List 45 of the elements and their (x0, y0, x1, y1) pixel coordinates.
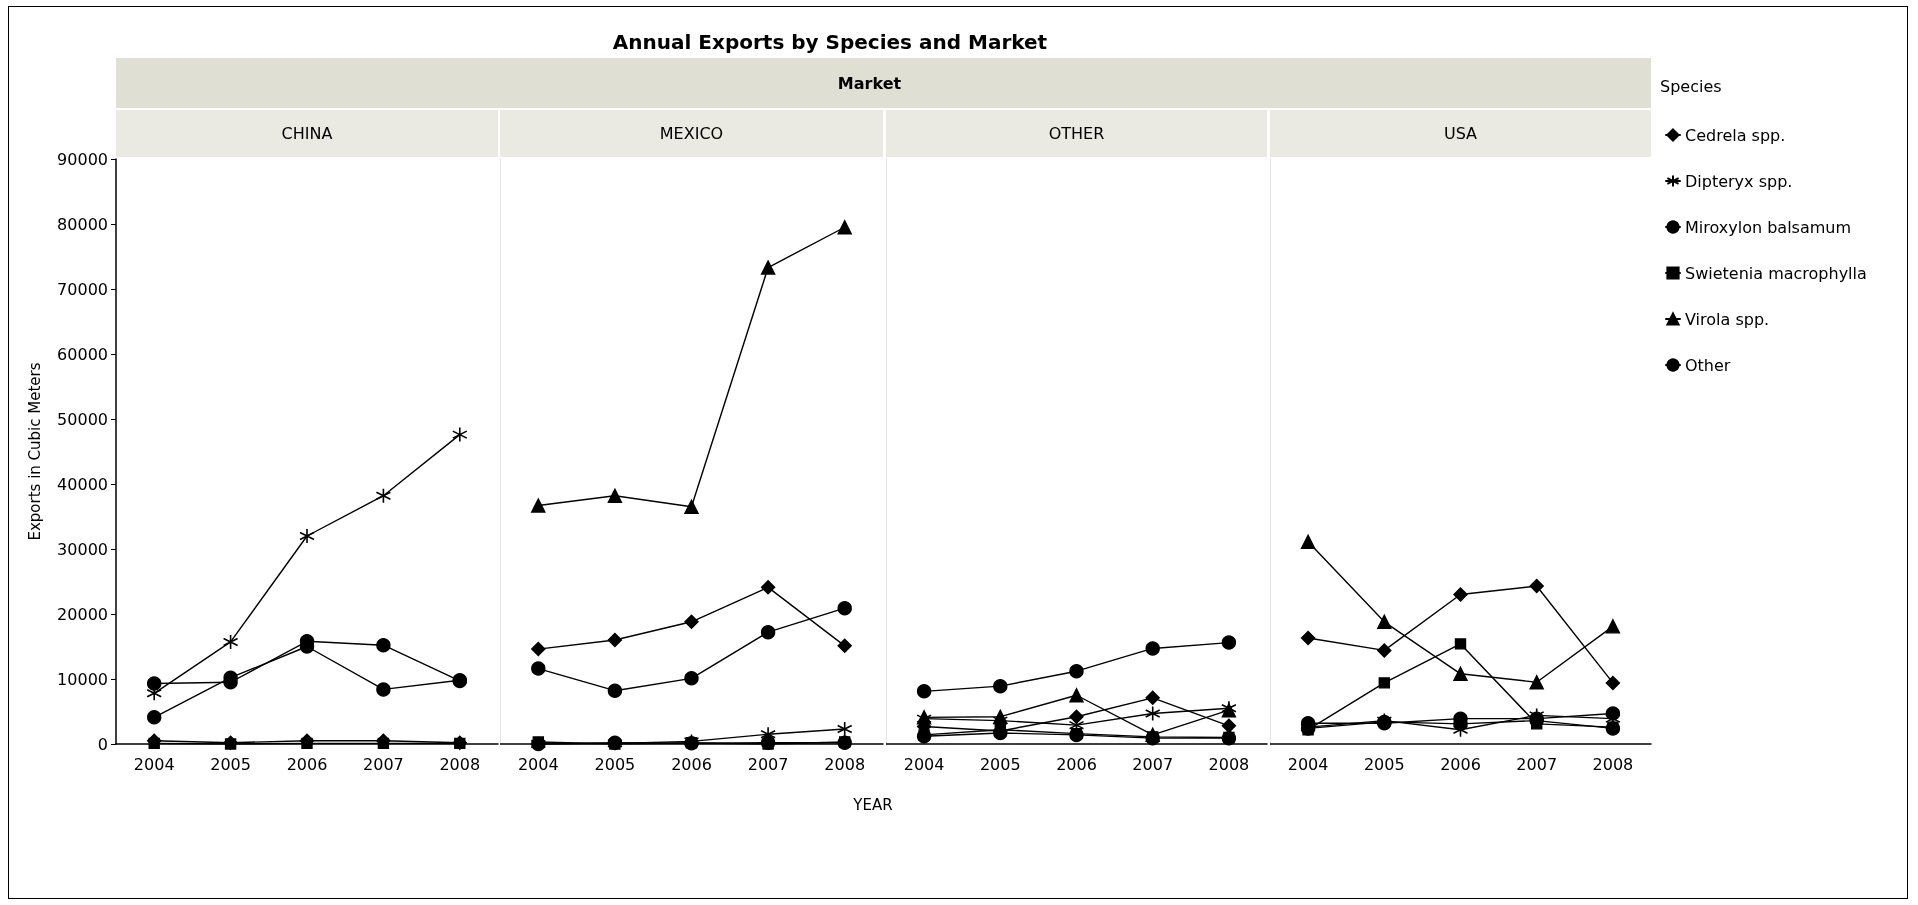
legend-label: Miroxylon balsamum (1685, 217, 1852, 237)
legend-label: Cedrela spp. (1685, 125, 1786, 145)
y-tick-label: 80000 (57, 214, 108, 234)
y-tick-label: 50000 (57, 409, 108, 429)
x-tick-label: 2005 (594, 754, 636, 774)
x-tick-label: 2008 (1208, 754, 1250, 774)
legend-label: Swietenia macrophylla (1685, 263, 1867, 283)
x-tick-label: 2004 (133, 754, 175, 774)
x-tick-label: 2008 (824, 754, 866, 774)
x-tick-label: 2007 (1516, 754, 1558, 774)
y-axis-title: Exports in Cubic Meters (25, 362, 44, 541)
chart-title: CHINA (116, 110, 498, 157)
legend-label: Dipteryx spp. (1685, 171, 1793, 191)
x-tick-label: 2006 (671, 754, 712, 774)
y-tick-label: 20000 (57, 604, 108, 624)
x-tick-label: 2007 (1132, 754, 1174, 774)
legend-label: Other (1685, 355, 1731, 375)
x-tick-label: 2005 (210, 754, 251, 774)
chart-title: OTHER (886, 110, 1267, 157)
x-tick-label: 2007 (363, 754, 404, 774)
x-tick-label: 2008 (1592, 754, 1634, 774)
chart-title: MEXICO (500, 110, 883, 157)
x-tick-label: 2008 (439, 754, 481, 774)
text: Annual Exports by Species and Market (611, 30, 1049, 54)
y-tick-label: 90000 (57, 149, 108, 169)
x-tick-label: 2007 (747, 754, 789, 774)
x-tick-label: 2006 (1440, 754, 1481, 774)
x-axis-title: YEAR (852, 796, 894, 814)
x-tick-label: 2005 (979, 754, 1021, 774)
y-tick-label: 70000 (57, 279, 108, 299)
y-tick-label: 30000 (57, 539, 108, 559)
x-tick-label: 2004 (1287, 754, 1329, 774)
y-tick-label: 0 (97, 734, 108, 754)
x-tick-label: 2004 (517, 754, 559, 774)
x-tick-label: 2006 (1056, 754, 1097, 774)
legend-title: Species (1660, 76, 1722, 96)
x-tick-label: 2006 (286, 754, 328, 774)
y-tick-label: 10000 (57, 669, 108, 689)
y-tick-label: 40000 (57, 474, 108, 494)
text: Market (837, 73, 902, 93)
x-tick-label: 2005 (1363, 754, 1405, 774)
legend-label: Virola spp. (1685, 309, 1770, 329)
chart-title: USA (1270, 110, 1651, 157)
y-tick-label: 60000 (57, 344, 108, 364)
x-tick-label: 2004 (903, 754, 945, 774)
